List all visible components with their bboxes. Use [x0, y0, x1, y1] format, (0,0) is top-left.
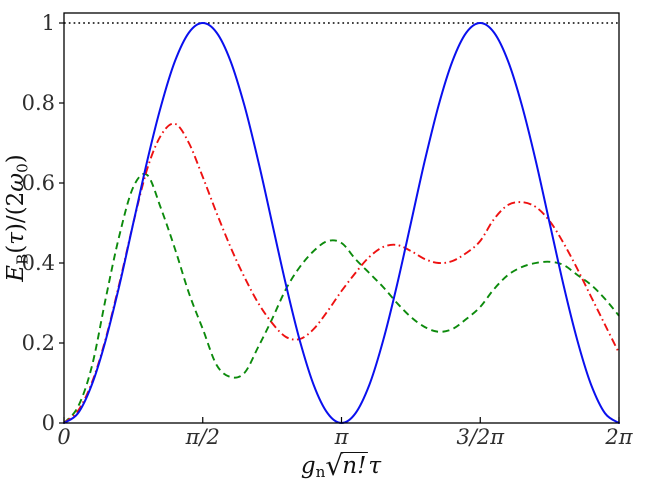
y-tick-label: 1 [42, 11, 55, 35]
y-tick-label: 0 [42, 411, 55, 435]
y-label-close: ) [3, 154, 29, 164]
x-label-tau: τ [368, 452, 382, 479]
y-tick-label: 0.6 [22, 171, 55, 195]
y-label-E: E [3, 264, 29, 282]
y-label-omega: ω [3, 172, 29, 192]
plot-frame [63, 12, 620, 424]
y-tick-label: 0.4 [22, 251, 55, 275]
x-label-symbol-sub: n [315, 463, 326, 482]
x-axis-label: gn√n!τ [301, 449, 381, 482]
x-tick-label: 0 [57, 425, 70, 449]
x-tick-label: π/2 [185, 425, 220, 449]
y-label-omega-sub: 0 [13, 163, 32, 173]
red-dashdot-curve [63, 122, 620, 424]
x-tick-label: 2π [604, 425, 633, 449]
blue-solid-curve [63, 21, 620, 425]
y-label-mid: )/(2 [3, 191, 29, 233]
green-dashed-curve [63, 172, 620, 424]
y-label-tau: τ [3, 232, 29, 245]
curves-layer [63, 21, 620, 425]
tick-label-layer: 0 π/2 π 3/2π 2π 0 0.2 0.4 0.6 0.8 1 [22, 11, 634, 449]
y-label-open: ( [3, 244, 29, 254]
x-tick-label: π [334, 425, 350, 449]
x-label-radicand: n! [341, 451, 369, 479]
x-tick-label: 3/2π [456, 425, 505, 449]
y-tick-label: 0.2 [22, 331, 55, 355]
y-axis-label: EB(τ)/(2ω0) [3, 154, 32, 282]
sqrt-radical-glyph: √ [325, 449, 344, 482]
tick-layer [59, 22, 620, 424]
x-label-symbol: g [300, 452, 316, 479]
y-tick-label: 0.8 [22, 91, 55, 115]
y-label-E-sub: B [13, 253, 32, 265]
